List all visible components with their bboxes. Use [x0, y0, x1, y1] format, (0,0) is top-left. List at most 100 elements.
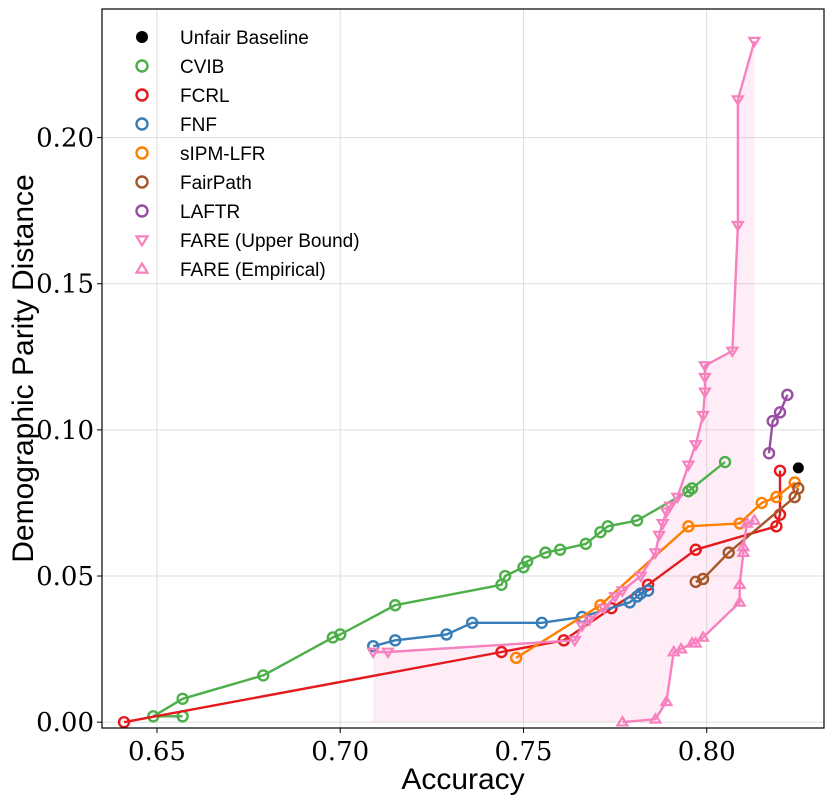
- data-point-fare-empirical: [696, 630, 711, 642]
- data-point-laftr: [766, 414, 779, 428]
- data-point-cvib: [630, 514, 644, 527]
- data-point-fnf: [634, 587, 647, 600]
- data-point-fcrl: [641, 578, 655, 591]
- data-point-laftr: [762, 447, 776, 460]
- data-point-cvib: [601, 520, 614, 533]
- legend-label-fare-upper-bound: FARE (Upper Bound): [180, 231, 360, 252]
- data-point-fare-upper-bound: [663, 501, 678, 513]
- data-point-cvib: [539, 546, 552, 559]
- series-fare-empirical: [615, 513, 762, 727]
- data-point-fcrl: [495, 645, 508, 659]
- y-axis-label: Demographic Parity Distance: [7, 174, 40, 563]
- data-point-fare-empirical: [732, 595, 747, 607]
- data-point-fare-empirical: [736, 539, 751, 552]
- series-line-laftr: [767, 394, 789, 454]
- data-point-fare-upper-bound: [730, 220, 745, 233]
- legend-label-fare-empirical: FARE (Empirical): [180, 260, 326, 281]
- data-point-fare-upper-bound: [688, 440, 703, 452]
- y-tick-label: 0.10: [36, 416, 94, 446]
- data-point-fcrl: [689, 543, 702, 556]
- data-point-fnf: [535, 616, 548, 629]
- data-point-laftr: [781, 388, 794, 402]
- legend-item-cvib: CVIB: [135, 57, 224, 78]
- data-point-fnf: [388, 634, 402, 647]
- legend-item-sipm-lfr: sIPM-LFR: [135, 144, 266, 165]
- legend-marker-cvib: [135, 59, 149, 73]
- series-line-fnf: [372, 589, 649, 648]
- x-tick-label: 0.70: [311, 737, 369, 767]
- data-point-fare-upper-bound: [652, 530, 667, 543]
- data-point-fare-upper-bound: [655, 519, 670, 531]
- data-point-fnf: [641, 584, 655, 597]
- data-point-cvib: [685, 482, 699, 495]
- legend-label-fnf: FNF: [180, 115, 217, 136]
- data-point-cvib: [718, 455, 732, 469]
- data-point-fare-empirical: [659, 694, 674, 707]
- data-point-fare-upper-bound: [696, 410, 711, 423]
- data-point-fare-upper-bound: [697, 361, 712, 373]
- data-point-fare-upper-bound: [380, 647, 395, 660]
- data-point-fare-upper-bound: [608, 592, 623, 604]
- data-point-fare-empirical: [732, 577, 747, 590]
- legend-item-fare-upper-bound: FARE (Upper Bound): [134, 231, 360, 252]
- data-point-cvib: [326, 631, 340, 644]
- y-tick-label: 0.20: [36, 124, 94, 154]
- data-point-cvib: [498, 569, 512, 583]
- x-tick-label: 0.65: [128, 737, 186, 767]
- x-tick-label: 0.75: [495, 737, 553, 767]
- legend-item-fairpath: FairPath: [135, 173, 252, 194]
- grid: [102, 9, 824, 728]
- data-point-fare-upper-bound: [747, 36, 762, 49]
- series-line-fare-upper-bound: [373, 40, 756, 654]
- data-point-cvib: [579, 537, 592, 551]
- legend-marker-fcrl: [135, 88, 149, 102]
- data-point-fare-empirical: [674, 642, 689, 654]
- y-tick-label: 0.15: [36, 270, 94, 300]
- legend-marker-fare-empirical: [134, 261, 150, 274]
- data-point-cvib: [553, 543, 567, 556]
- data-point-fnf: [623, 596, 636, 609]
- data-point-fnf: [440, 628, 453, 641]
- data-point-fairpath: [696, 572, 710, 586]
- legend: Unfair Baseline CVIB FCRL FNF sIPM-LFR FairPa…: [134, 28, 360, 281]
- legend-item-unfair-baseline: Unfair Baseline: [136, 28, 309, 49]
- data-point-fare-upper-bound: [670, 492, 685, 505]
- plot-frame: [101, 8, 825, 729]
- data-point-fare-empirical: [736, 545, 751, 558]
- data-point-fare-upper-bound: [582, 615, 597, 627]
- x-tick-label: 0.80: [678, 737, 736, 767]
- data-point-fare-upper-bound: [615, 586, 630, 598]
- data-point-fare-upper-bound: [730, 95, 745, 107]
- legend-label-laftr: LAFTR: [180, 202, 240, 223]
- series-unfair-baseline: [792, 462, 804, 474]
- data-point-sipm-lfr: [770, 490, 783, 504]
- data-point-fairpath: [689, 575, 702, 589]
- legend-marker-unfair-baseline: [136, 31, 148, 43]
- data-point-fare-upper-bound: [697, 387, 712, 399]
- data-point-fare-empirical: [615, 715, 630, 727]
- series-fairpath: [689, 482, 805, 589]
- data-point-fare-upper-bound: [648, 548, 663, 560]
- data-point-laftr: [773, 406, 787, 419]
- data-point-fare-upper-bound: [659, 507, 674, 519]
- legend-marker-fnf: [135, 117, 149, 131]
- data-point-fare-upper-bound: [567, 635, 582, 648]
- data-point-fare-upper-bound: [575, 621, 590, 633]
- data-point-unfair-baseline: [792, 462, 804, 474]
- data-point-fairpath: [792, 482, 805, 495]
- data-point-fnf: [465, 616, 479, 629]
- legend-marker-fare-upper-bound: [134, 235, 150, 248]
- data-point-fare-upper-bound: [681, 460, 696, 473]
- data-point-fare-upper-bound: [697, 372, 712, 385]
- data-point-cvib: [257, 669, 270, 682]
- data-point-cvib: [176, 692, 189, 705]
- data-point-sipm-lfr: [755, 496, 768, 510]
- data-point-fare-upper-bound: [725, 346, 740, 359]
- data-point-fare-upper-bound: [366, 647, 381, 660]
- data-point-cvib: [520, 555, 534, 568]
- legend-marker-fairpath: [135, 175, 149, 189]
- legend-marker-laftr: [135, 204, 149, 218]
- legend-label-sipm-lfr: sIPM-LFR: [180, 144, 266, 165]
- series-laftr: [762, 388, 794, 460]
